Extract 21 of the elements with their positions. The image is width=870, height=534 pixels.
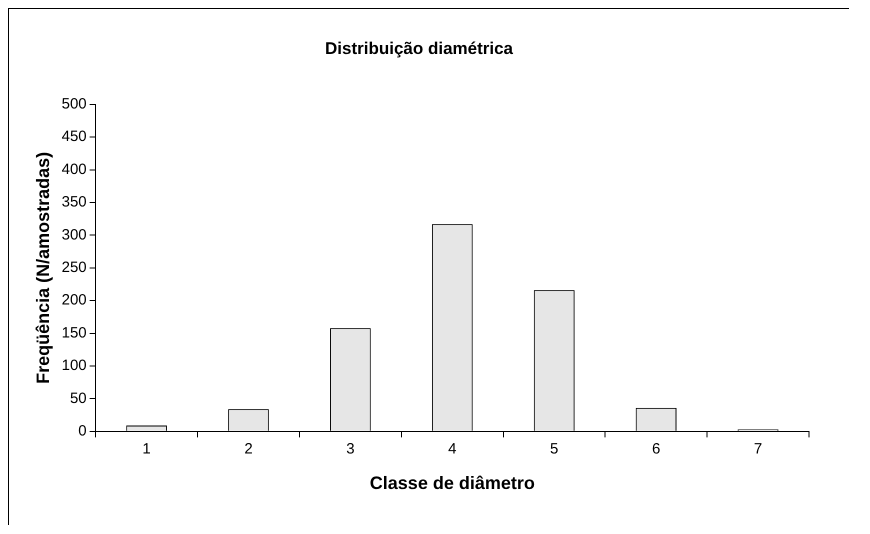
y-tick-label: 100 <box>62 357 87 374</box>
y-tick-label: 300 <box>62 226 87 244</box>
y-tick-label: 0 <box>78 422 87 440</box>
y-tick-label: 250 <box>62 259 87 276</box>
x-tick-label: 6 <box>652 440 660 458</box>
x-tick-label: 3 <box>346 440 355 458</box>
x-tick-label: 7 <box>754 440 762 458</box>
y-tick-label: 500 <box>62 96 87 113</box>
x-tick-label: 1 <box>142 440 151 458</box>
y-tick-label: 350 <box>62 194 87 211</box>
x-tick-label: 5 <box>550 440 558 458</box>
chart-title: Distribuição diamétrica <box>324 38 514 58</box>
y-tick-label: 50 <box>70 390 87 407</box>
x-tick-label: 2 <box>244 440 253 458</box>
y-tick-label: 450 <box>62 128 87 146</box>
x-tick-label: 4 <box>448 440 456 458</box>
x-axis-title: Classe de diâmetro <box>370 473 535 494</box>
y-axis-title: Freqüência (N/amostradas) <box>32 152 53 384</box>
y-tick-label: 400 <box>62 160 87 178</box>
y-tick-label: 200 <box>62 292 87 309</box>
y-tick-label: 150 <box>62 324 87 342</box>
